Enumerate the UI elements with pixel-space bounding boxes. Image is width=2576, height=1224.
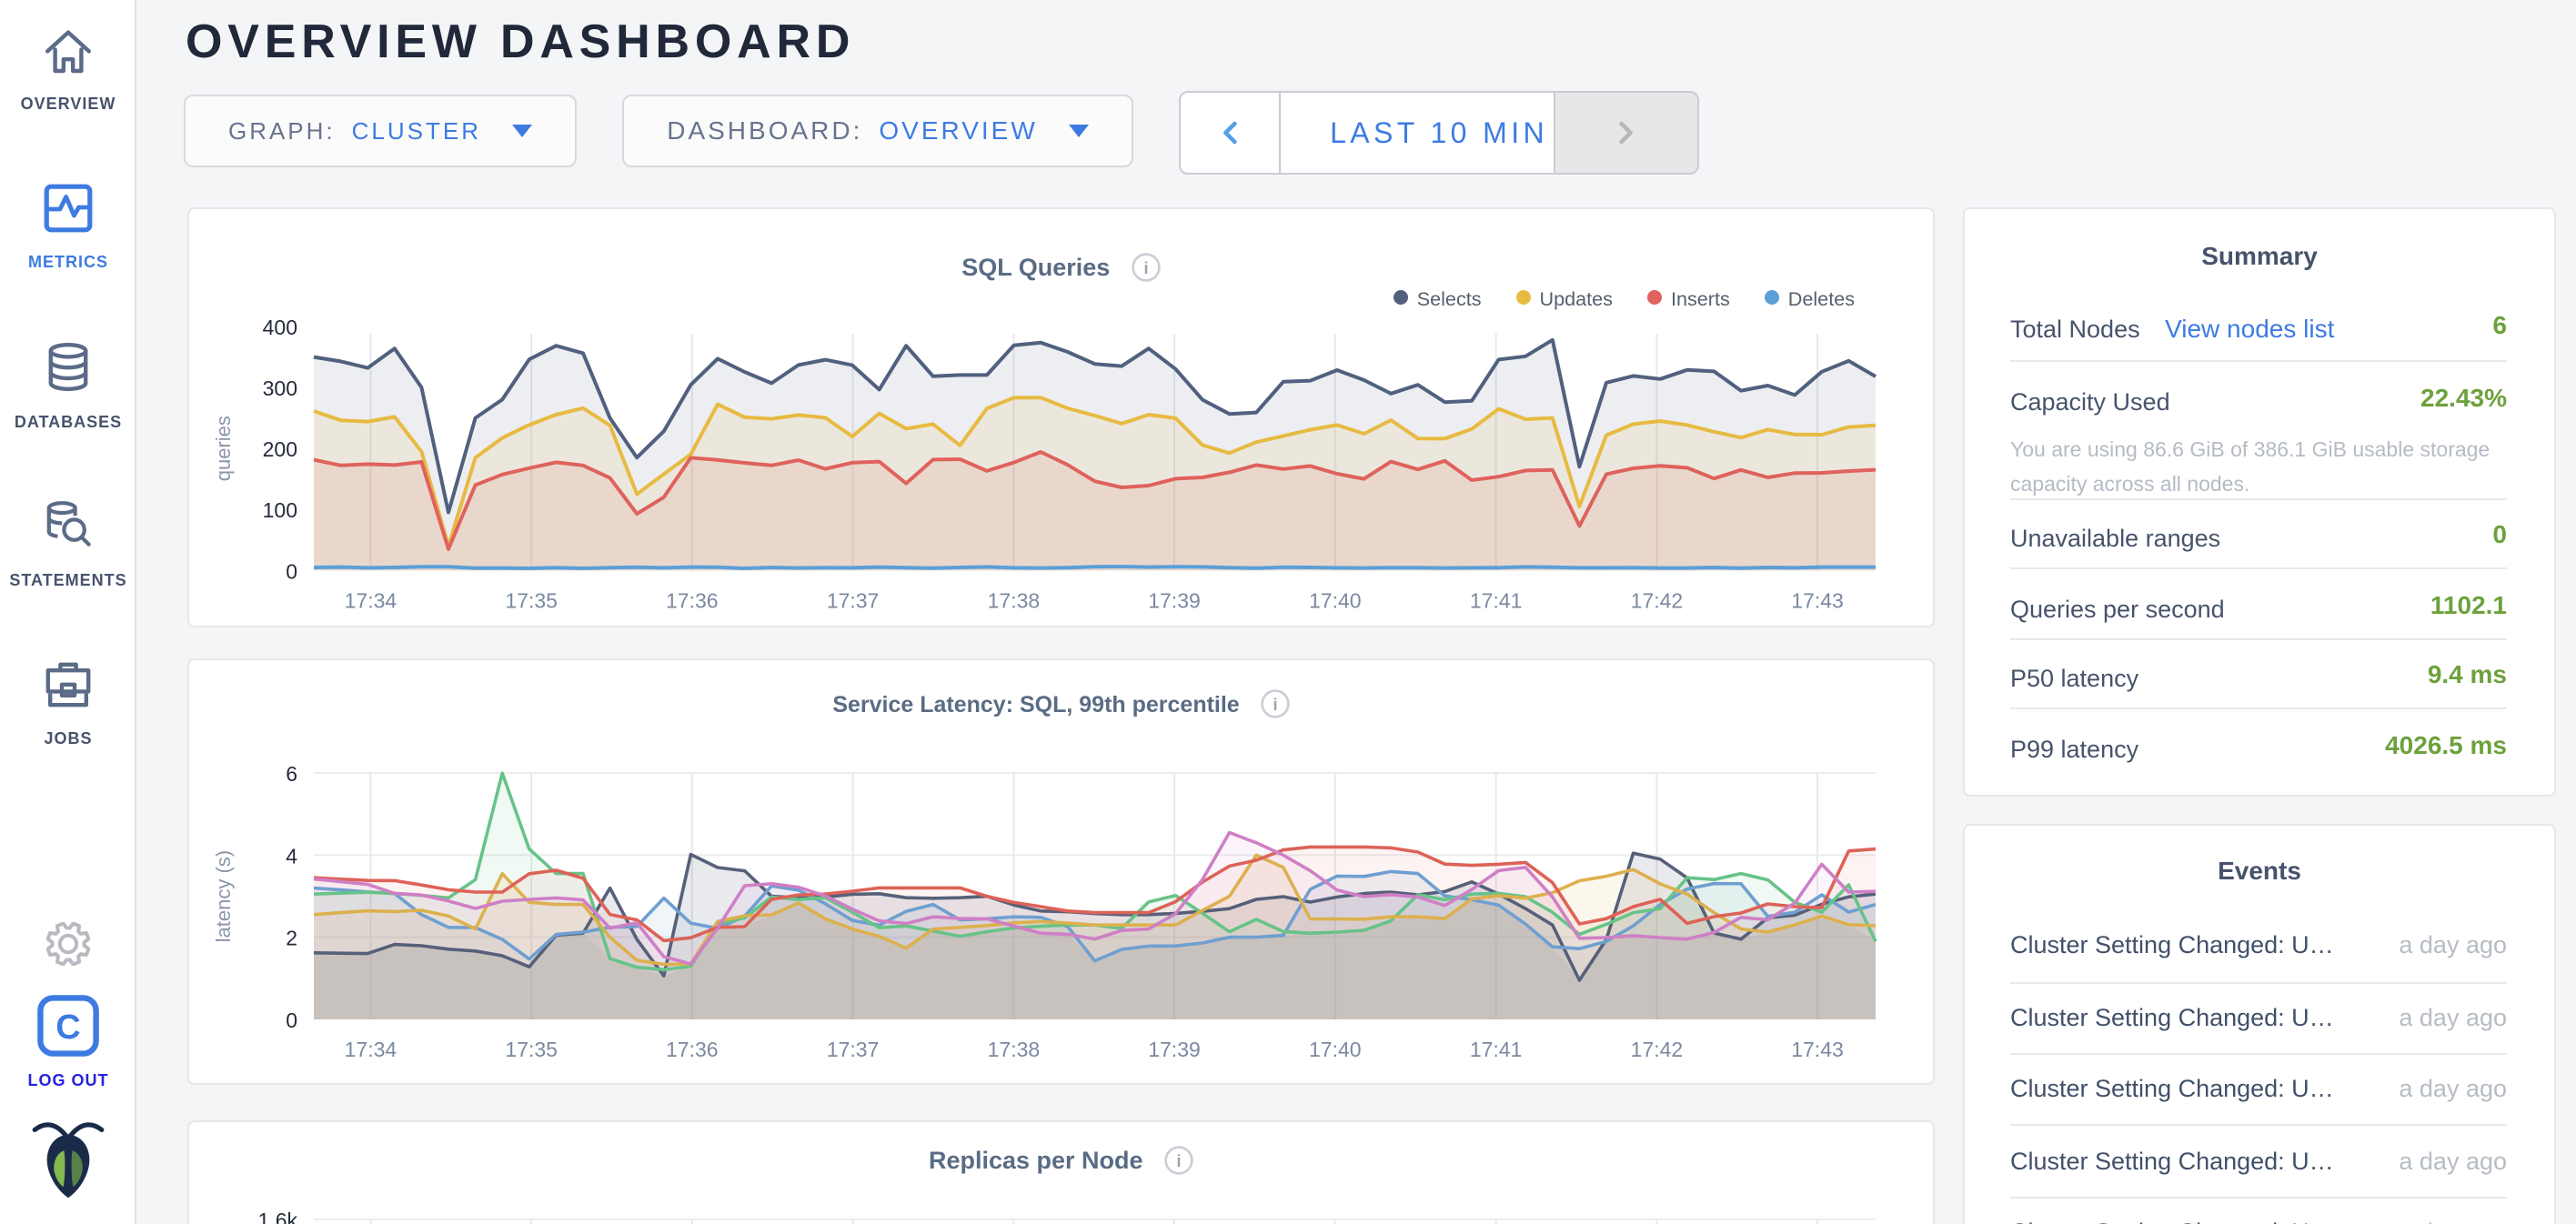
svg-text:4: 4: [286, 844, 297, 868]
svg-text:17:35: 17:35: [505, 1038, 558, 1061]
svg-text:400: 400: [263, 316, 297, 339]
svg-text:17:43: 17:43: [1791, 588, 1844, 612]
svg-text:2: 2: [286, 927, 297, 950]
svg-text:queries: queries: [212, 416, 235, 481]
svg-text:17:42: 17:42: [1631, 1038, 1684, 1061]
svg-text:i: i: [1273, 696, 1277, 714]
svg-text:17:41: 17:41: [1470, 1038, 1523, 1061]
svg-text:17:43: 17:43: [1791, 1038, 1844, 1061]
svg-text:latency (s): latency (s): [212, 850, 235, 942]
svg-text:17:40: 17:40: [1309, 1038, 1362, 1061]
svg-text:i: i: [1143, 259, 1148, 277]
svg-text:17:36: 17:36: [666, 1038, 719, 1061]
svg-text:200: 200: [263, 437, 297, 461]
svg-text:17:40: 17:40: [1309, 588, 1362, 612]
svg-text:17:34: 17:34: [345, 588, 397, 612]
svg-text:17:41: 17:41: [1470, 588, 1523, 612]
svg-text:17:39: 17:39: [1148, 588, 1201, 612]
svg-text:300: 300: [263, 376, 297, 400]
svg-text:0: 0: [286, 559, 297, 583]
svg-text:C: C: [55, 1008, 80, 1047]
svg-text:17:35: 17:35: [505, 588, 558, 612]
svg-text:17:42: 17:42: [1631, 588, 1684, 612]
svg-text:17:38: 17:38: [988, 588, 1041, 612]
svg-text:17:39: 17:39: [1148, 1038, 1201, 1061]
svg-text:17:37: 17:37: [827, 1038, 880, 1061]
svg-text:100: 100: [263, 498, 297, 522]
svg-text:17:37: 17:37: [827, 588, 880, 612]
svg-text:0: 0: [286, 1008, 297, 1032]
svg-text:6: 6: [286, 762, 297, 786]
svg-text:1.6k: 1.6k: [258, 1209, 298, 1224]
svg-text:i: i: [1177, 1152, 1182, 1170]
svg-text:17:34: 17:34: [345, 1038, 397, 1061]
svg-text:17:36: 17:36: [666, 588, 719, 612]
svg-text:17:38: 17:38: [988, 1038, 1041, 1061]
